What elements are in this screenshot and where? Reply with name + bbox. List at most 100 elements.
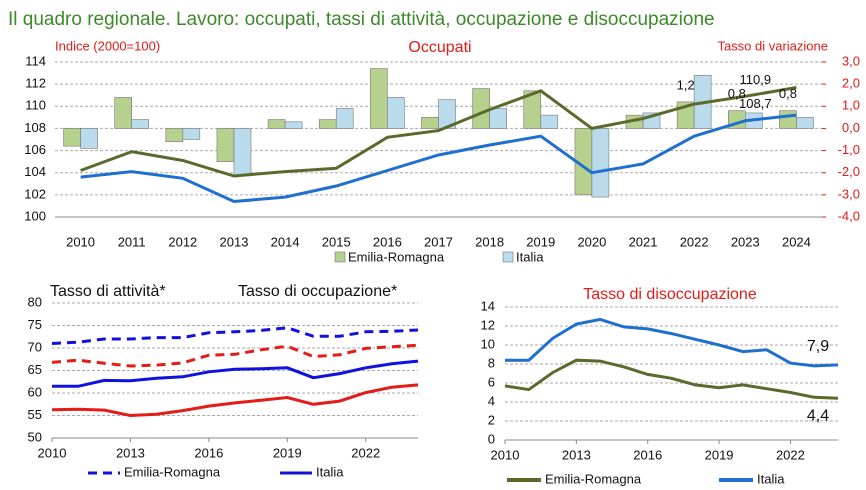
x-tick-label: 2011 <box>118 234 146 249</box>
y-tick-label: 104 <box>24 164 46 179</box>
bar <box>779 110 797 129</box>
y-tick-label: 4 <box>488 393 495 408</box>
x-tick-label: 2019 <box>705 447 734 462</box>
x-tick-label: 2019 <box>526 234 555 249</box>
x-tick-label: 2021 <box>629 234 658 249</box>
bar <box>284 121 303 129</box>
y2-axis-label: Tasso di variazione <box>717 38 828 53</box>
bar-label: 1,2 <box>677 77 695 92</box>
x-tick-label: 2019 <box>273 445 302 460</box>
bar <box>216 128 235 162</box>
value-label: 7,9 <box>807 338 829 355</box>
y-tick-label: 14 <box>481 298 495 313</box>
x-tick-label: 2022 <box>680 234 709 249</box>
y-tick-label: 55 <box>28 407 42 422</box>
y-tick-label: 0 <box>488 431 495 446</box>
bar <box>63 128 81 147</box>
y-tick-label: 6 <box>488 374 495 389</box>
bar <box>165 128 184 143</box>
x-tick-label: 2023 <box>731 234 760 249</box>
bar <box>540 114 559 129</box>
y-tick-label: 65 <box>28 362 42 377</box>
bar <box>523 90 542 129</box>
bar-label: 0,8 <box>779 86 797 101</box>
line <box>505 317 839 368</box>
bar <box>318 119 337 129</box>
y2-tick-label: 1,0 <box>842 98 860 113</box>
line <box>51 343 419 368</box>
y-axis-label: Indice (2000=100) <box>55 38 160 53</box>
bar <box>489 108 507 129</box>
y-tick-label: 110 <box>25 98 46 113</box>
y-tick-label: 102 <box>24 186 46 201</box>
legend-label: Emilia-Romagna <box>124 464 221 479</box>
y2-tick-label: -1,0 <box>838 142 860 157</box>
x-tick-label: 2024 <box>782 234 811 249</box>
y-tick-label: 12 <box>481 317 495 332</box>
y-tick-label: 70 <box>28 339 42 354</box>
x-tick-label: 2015 <box>322 234 351 249</box>
bar <box>591 128 610 198</box>
x-tick-label: 2010 <box>38 445 67 460</box>
page-title: Il quadro regionale. Lavoro: occupati, t… <box>8 9 715 30</box>
y-tick-label: 112 <box>25 76 46 91</box>
line <box>52 359 419 388</box>
y-tick-label: 108 <box>24 120 46 135</box>
bar <box>233 128 252 176</box>
group-title: Tasso di attività* <box>50 283 166 300</box>
x-tick-label: 2017 <box>424 234 453 249</box>
y-tick-label: 106 <box>24 142 46 157</box>
x-tick-label: 2022 <box>351 445 380 460</box>
legend-label: Italia <box>516 249 544 264</box>
bar <box>370 68 388 129</box>
x-tick-label: 2010 <box>491 447 520 462</box>
bar-label: 0,8 <box>728 86 746 101</box>
bar <box>182 128 201 140</box>
x-tick-label: 2018 <box>475 234 504 249</box>
x-tick-label: 2016 <box>633 447 662 462</box>
y-tick-label: 8 <box>488 355 495 370</box>
y-tick-label: 80 <box>28 294 42 309</box>
value-label: 108,7 <box>739 96 772 111</box>
y2-tick-label: 2,0 <box>842 76 860 91</box>
bar <box>267 119 286 129</box>
value-label: 110,9 <box>740 72 772 87</box>
bar <box>80 128 98 149</box>
legend-swatch <box>334 251 346 263</box>
legend-swatch <box>502 251 514 263</box>
y2-tick-label: 0,0 <box>842 120 860 135</box>
x-tick-label: 2022 <box>776 447 805 462</box>
bar <box>335 108 354 129</box>
x-tick-label: 2013 <box>562 447 591 462</box>
y2-tick-label: -3,0 <box>838 186 860 201</box>
x-tick-label: 2020 <box>577 234 606 249</box>
bar <box>472 88 490 129</box>
line <box>80 113 797 204</box>
line <box>80 86 797 178</box>
y2-tick-label: -2,0 <box>838 164 860 179</box>
line <box>504 358 839 400</box>
y-tick-label: 2 <box>488 412 495 427</box>
y2-tick-label: 3,0 <box>842 53 860 68</box>
x-tick-label: 2013 <box>220 234 249 249</box>
y-tick-label: 10 <box>481 336 495 351</box>
x-tick-label: 2016 <box>194 445 223 460</box>
legend-label: Italia <box>316 464 344 479</box>
x-tick-label: 2012 <box>168 234 197 249</box>
bar <box>387 97 405 129</box>
legend-label: Italia <box>757 471 785 486</box>
x-tick-label: 2016 <box>373 234 402 249</box>
line <box>51 326 419 345</box>
bar <box>421 117 439 129</box>
bar <box>131 119 149 129</box>
bar <box>114 97 132 129</box>
x-tick-label: 2010 <box>66 234 95 249</box>
legend-label: Emilia-Romagna <box>348 249 445 264</box>
legend-label: Emilia-Romagna <box>545 471 642 486</box>
chart-title: Tasso di disoccupazione <box>583 286 757 303</box>
y-tick-label: 75 <box>28 317 42 332</box>
y2-tick-label: -4,0 <box>838 208 860 223</box>
chart-title: Occupati <box>408 39 471 56</box>
y-tick-label: 114 <box>25 53 46 68</box>
